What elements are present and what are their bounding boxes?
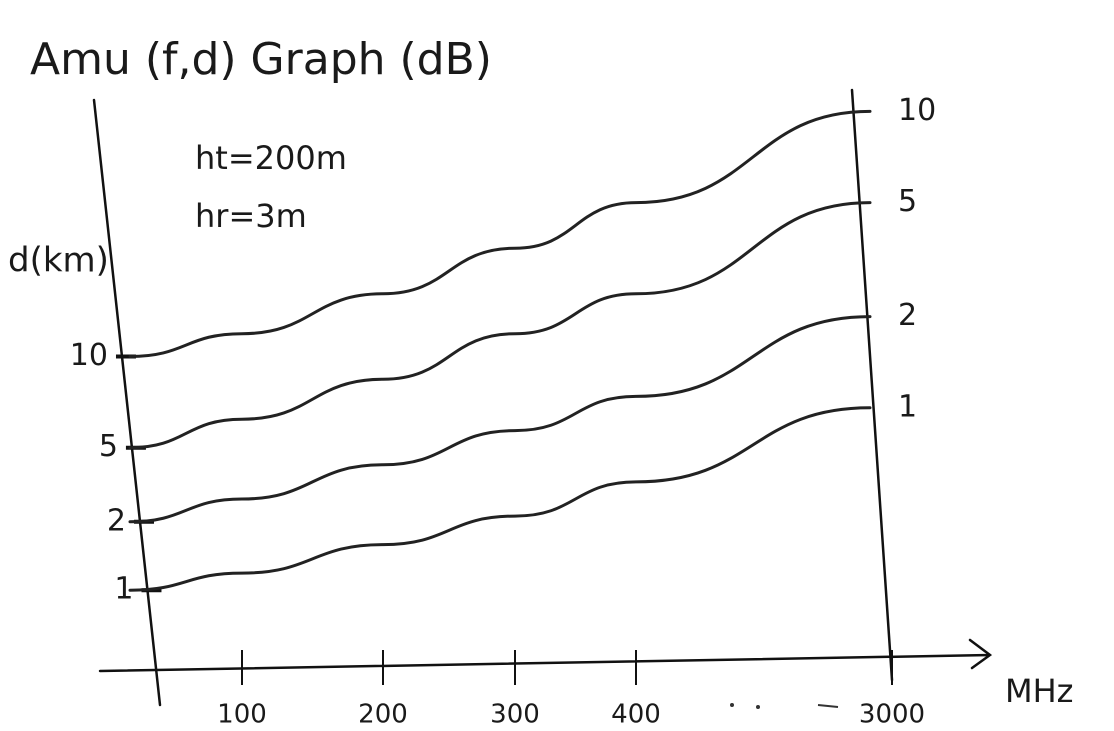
- ellipsis-dot: [730, 703, 734, 707]
- y-axis: [94, 100, 160, 705]
- y-tick-label: 10: [70, 338, 108, 373]
- chart: Amu (f,d) Graph (dB) ht=200m hr=3m d(km)…: [0, 0, 1114, 731]
- x-tick-label: 300: [490, 700, 540, 730]
- x-tick-label: 400: [611, 700, 661, 730]
- x-tick-label: 200: [358, 700, 408, 730]
- ellipsis-dash: [818, 705, 838, 707]
- x-tick-label: 3000: [859, 700, 925, 730]
- curve-label: 1: [898, 389, 917, 424]
- y-axis-label: d(km): [8, 241, 109, 281]
- chart-title: Amu (f,d) Graph (dB): [30, 34, 492, 85]
- annotation: hr=3m: [195, 197, 307, 235]
- reference-line: [852, 90, 892, 680]
- curve-label: 2: [898, 298, 917, 333]
- ellipsis-dot: [756, 705, 760, 709]
- y-tick-label: 5: [99, 429, 118, 464]
- y-tick-label: 2: [107, 503, 126, 538]
- curve-label: 5: [898, 184, 917, 219]
- x-axis-label: MHz: [1005, 672, 1073, 710]
- x-tick-label: 100: [217, 700, 267, 730]
- curve: [130, 203, 870, 448]
- x-axis: [100, 640, 990, 671]
- curve-label: 10: [898, 93, 936, 128]
- annotation: ht=200m: [195, 139, 347, 177]
